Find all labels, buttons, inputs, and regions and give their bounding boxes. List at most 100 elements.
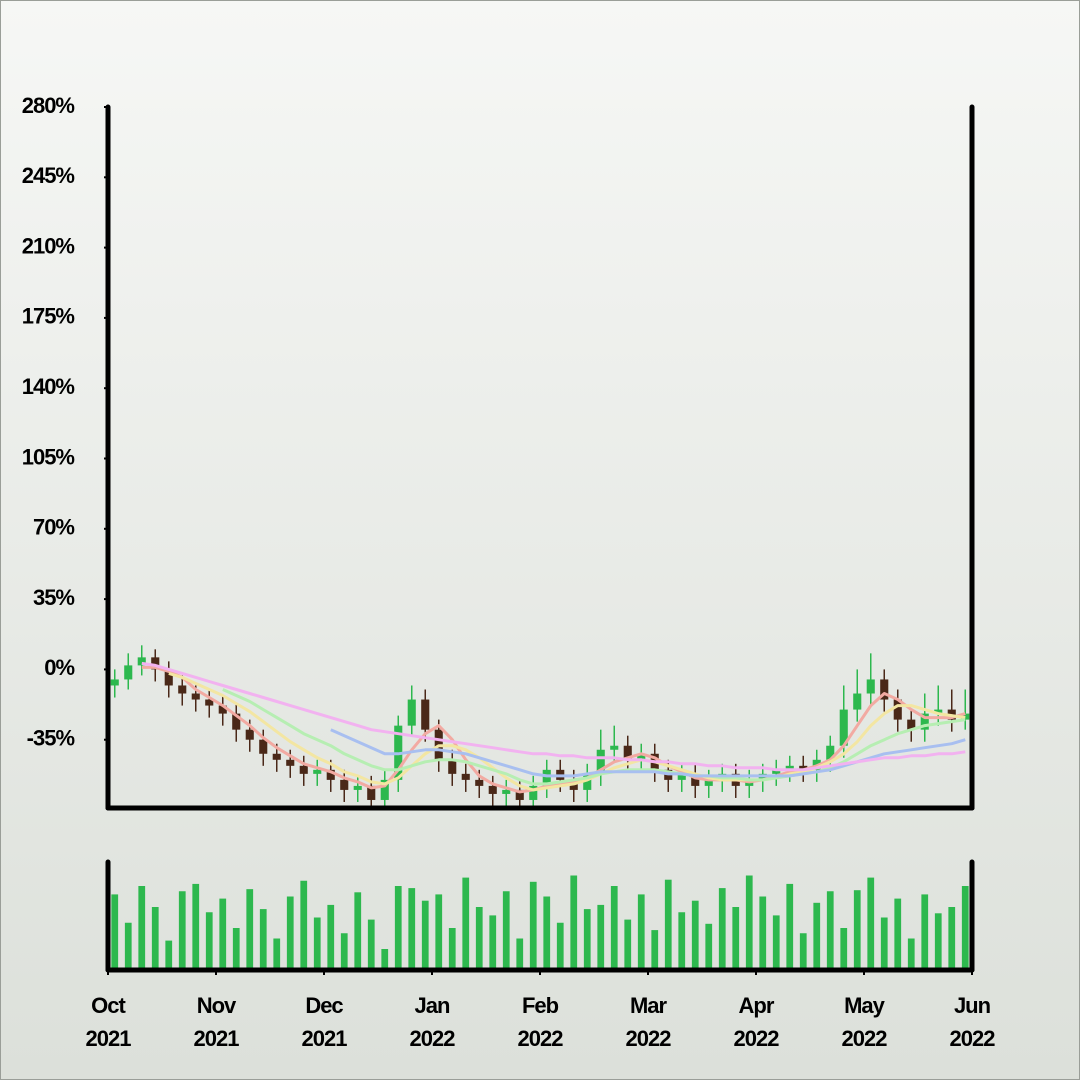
volume-bar bbox=[948, 907, 956, 970]
volume-bar bbox=[435, 894, 443, 970]
candle-body bbox=[542, 769, 551, 786]
volume-bar bbox=[583, 909, 591, 970]
candle-body bbox=[691, 773, 700, 786]
y-tick-label: 140% bbox=[22, 374, 75, 399]
volume-bar bbox=[826, 891, 834, 970]
candle-body bbox=[340, 779, 349, 790]
volume-bar bbox=[597, 904, 605, 970]
volume-bar bbox=[921, 894, 929, 970]
x-tick-label: Dec 2021 bbox=[302, 993, 348, 1051]
candle-body bbox=[272, 753, 281, 760]
y-tick-label: 175% bbox=[22, 304, 75, 329]
x-tick-label: Oct 2021 bbox=[86, 993, 132, 1051]
volume-bar bbox=[529, 881, 537, 970]
candle-body bbox=[893, 699, 902, 720]
price-plot bbox=[110, 645, 970, 808]
volume-bar bbox=[718, 888, 726, 970]
candle-body bbox=[785, 765, 794, 770]
volume-bar bbox=[475, 907, 483, 970]
candle-body bbox=[299, 765, 308, 774]
volume-bar bbox=[934, 913, 942, 970]
volume-bar bbox=[772, 915, 780, 970]
candle-body bbox=[623, 745, 632, 760]
volume-bar bbox=[205, 912, 213, 970]
candle-body bbox=[164, 669, 173, 686]
candle-body bbox=[259, 739, 268, 754]
volume-bar bbox=[745, 875, 753, 970]
candle-body bbox=[178, 685, 187, 694]
candle-body bbox=[313, 769, 322, 774]
volume-bar bbox=[880, 917, 888, 970]
candle-body bbox=[421, 699, 430, 730]
volume-bar bbox=[300, 880, 308, 970]
candle-body bbox=[880, 679, 889, 700]
candle-body bbox=[907, 719, 916, 730]
volume-bar bbox=[813, 902, 821, 970]
moving-average-line bbox=[141, 661, 966, 772]
x-tick-label: Jan 2022 bbox=[410, 993, 456, 1051]
volume-bar bbox=[732, 907, 740, 970]
candle-body bbox=[245, 729, 254, 740]
candle-body bbox=[367, 785, 376, 800]
candle-body bbox=[704, 779, 713, 786]
volume-bar bbox=[543, 896, 551, 970]
volume-bar bbox=[705, 923, 713, 970]
volume-bar bbox=[178, 891, 186, 970]
volume-bar bbox=[273, 938, 281, 970]
volume-bar bbox=[867, 877, 875, 970]
candle-body bbox=[110, 679, 119, 686]
volume-bar bbox=[786, 883, 794, 970]
volume-bar bbox=[462, 877, 470, 970]
volume-bar bbox=[408, 888, 416, 970]
x-tick-label: Nov 2021 bbox=[194, 993, 240, 1051]
labels: 280% 245% 210% 175% 140% 105% 70% 35% 0% -35% Oct 2… bbox=[22, 93, 997, 1051]
volume-bar bbox=[313, 917, 321, 970]
volume-bar bbox=[624, 919, 632, 970]
x-tick-label: May 2022 bbox=[842, 993, 888, 1051]
x-tick-label: Feb 2022 bbox=[518, 993, 564, 1051]
x-tick-label: Mar 2022 bbox=[626, 993, 672, 1051]
candle-body bbox=[529, 785, 538, 800]
volume-bar bbox=[516, 938, 524, 970]
candle-body bbox=[677, 773, 686, 780]
volume-bar bbox=[678, 912, 686, 970]
x-tick-label: Jun 2022 bbox=[950, 993, 996, 1051]
volume-bar bbox=[421, 900, 429, 970]
candle-body bbox=[637, 753, 646, 760]
volume-bar bbox=[448, 928, 456, 970]
volume-bar bbox=[570, 875, 578, 970]
volume-bar bbox=[381, 949, 389, 970]
candle-body bbox=[488, 785, 497, 794]
volume-bar bbox=[637, 894, 645, 970]
candle-body bbox=[502, 789, 511, 794]
candle-body bbox=[866, 679, 875, 694]
y-tick-label: 35% bbox=[33, 585, 74, 610]
candle-body bbox=[799, 765, 808, 770]
volume-bar bbox=[853, 890, 861, 970]
volume-bar bbox=[354, 892, 362, 970]
candle-body bbox=[380, 779, 389, 800]
candle-body bbox=[515, 789, 524, 800]
y-tick-label: -35% bbox=[27, 726, 75, 751]
candle-body bbox=[826, 745, 835, 760]
volume-bar bbox=[327, 904, 335, 970]
volume-bar bbox=[961, 886, 969, 970]
candle-body bbox=[218, 705, 227, 714]
candle-body bbox=[137, 657, 146, 666]
volume-bar bbox=[192, 883, 200, 970]
candle-body bbox=[407, 699, 416, 726]
volume-bar bbox=[111, 894, 119, 970]
volume-plot bbox=[111, 875, 969, 970]
y-tick-label: 0% bbox=[44, 655, 74, 680]
volume-bar bbox=[664, 879, 672, 970]
candle-body bbox=[205, 699, 214, 706]
candle-body bbox=[934, 709, 943, 714]
y-tick-label: 280% bbox=[22, 93, 75, 118]
candle-body bbox=[596, 749, 605, 774]
volume-bar bbox=[556, 922, 564, 970]
candle-body bbox=[353, 785, 362, 790]
candle-body bbox=[124, 665, 133, 680]
candle-body bbox=[286, 759, 295, 766]
volume-bar bbox=[219, 898, 227, 970]
